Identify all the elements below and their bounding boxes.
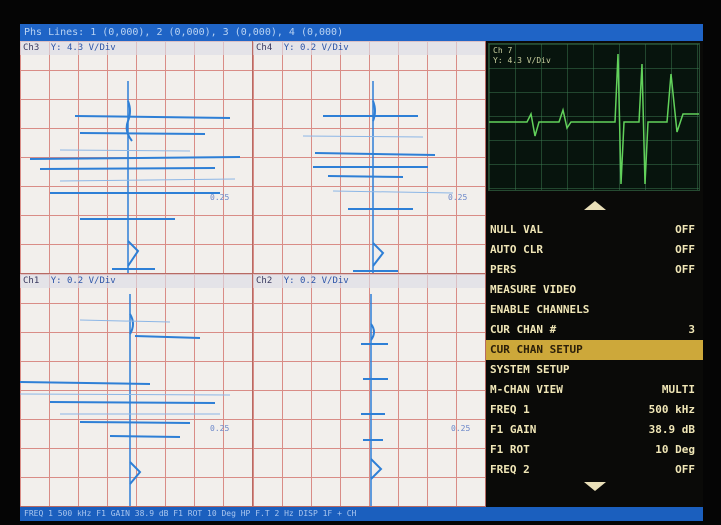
status-bar: FREQ 1 500 kHz F1 GAIN 38.9 dB F1 ROT 10… xyxy=(20,507,703,521)
menu-item-value: 38.9 dB xyxy=(648,423,695,436)
scale-label: Y: 0.2 V/Div xyxy=(283,43,349,53)
scroll-down-icon[interactable] xyxy=(583,482,606,491)
impedance-plot-ch1[interactable]: Ch1 Y: 0.2 V/Div 0.25 xyxy=(20,274,253,507)
strip-chart-trace xyxy=(489,53,699,185)
menu-item[interactable]: NULL VAL OFF xyxy=(486,220,703,240)
menu-item-value: MULTI xyxy=(661,383,695,396)
scroll-up-icon[interactable] xyxy=(583,201,606,210)
quadrant-header: Ch2 Y: 0.2 V/Div xyxy=(253,274,485,288)
menu-item[interactable]: CUR CHAN # 3 xyxy=(486,320,703,340)
impedance-trace-ch1 xyxy=(20,294,231,506)
impedance-plot-ch3[interactable]: Ch3 Y: 4.3 V/Div 0.25 xyxy=(20,41,253,274)
menu-item-value: OFF xyxy=(675,463,695,476)
menu-item-label: FREQ 2 xyxy=(490,463,530,476)
scope-label: Ch 7 Y: 4.3 V/Div xyxy=(493,46,551,66)
axis-label: 0.25 xyxy=(210,424,230,433)
channel-label: Ch3 xyxy=(23,43,40,53)
strip-chart-view[interactable]: Ch 7 Y: 4.3 V/Div xyxy=(488,43,700,191)
menu-item-value: OFF xyxy=(675,263,695,276)
scale-label: Y: 4.3 V/Div xyxy=(50,43,116,53)
menu-item[interactable]: CUR CHAN SETUP xyxy=(486,340,703,360)
impedance-plot-ch4[interactable]: Ch4 Y: 0.2 V/Div 0.25 xyxy=(253,41,486,274)
menu-item[interactable]: FREQ 1 500 kHz xyxy=(486,400,703,420)
menu-item[interactable]: F1 ROT 10 Deg xyxy=(486,440,703,460)
menu-item[interactable]: ENABLE CHANNELS xyxy=(486,300,703,320)
menu-item[interactable]: MEASURE VIDEO xyxy=(486,280,703,300)
right-panel: Ch 7 Y: 4.3 V/Div NULL VAL OFF AUTO CLR OFF… xyxy=(486,41,703,507)
menu-item-label: NULL VAL xyxy=(490,223,543,236)
menu-item[interactable]: FREQ 2 OFF xyxy=(486,460,703,480)
impedance-trace-ch4 xyxy=(302,81,454,273)
menu-items: NULL VAL OFF AUTO CLR OFF PERS OFF MEASURE VID… xyxy=(486,220,703,480)
menu-item-label: SYSTEM SETUP xyxy=(490,363,570,376)
scope-channel: Ch 7 xyxy=(493,46,513,55)
channel-label: Ch1 xyxy=(23,276,40,286)
menu-item-label: F1 ROT xyxy=(490,443,530,456)
menu-item[interactable]: AUTO CLR OFF xyxy=(486,240,703,260)
menu-item-label: FREQ 1 xyxy=(490,403,530,416)
axis-label: 0.25 xyxy=(448,193,468,202)
menu-item-label: CUR CHAN SETUP xyxy=(490,343,583,356)
settings-menu: NULL VAL OFF AUTO CLR OFF PERS OFF MEASURE VID… xyxy=(486,201,703,491)
menu-item-label: F1 GAIN xyxy=(490,423,537,436)
menu-item[interactable]: M-CHAN VIEW MULTI xyxy=(486,380,703,400)
impedance-trace-ch3 xyxy=(29,81,241,273)
channel-label: Ch2 xyxy=(256,276,273,286)
axis-label: 0.25 xyxy=(210,193,230,202)
impedance-plot-ch2[interactable]: Ch2 Y: 0.2 V/Div 0.25 xyxy=(253,274,486,507)
menu-item-label: MEASURE VIDEO xyxy=(490,283,577,296)
menu-item-value: OFF xyxy=(675,223,695,236)
channel-label: Ch4 xyxy=(256,43,273,53)
menu-item-label: CUR CHAN # xyxy=(490,323,557,336)
impedance-plane-area: Ch3 Y: 4.3 V/Div 0.25 xyxy=(20,41,486,507)
scale-label: Y: 0.2 V/Div xyxy=(283,276,349,286)
menu-item[interactable]: PERS OFF xyxy=(486,260,703,280)
quadrant-header: Ch1 Y: 0.2 V/Div xyxy=(20,274,252,288)
impedance-trace-ch2 xyxy=(361,294,388,506)
menu-item-value: 10 Deg xyxy=(655,443,695,456)
phase-lines-bar: Phs Lines: 1 (0,000), 2 (0,000), 3 (0,00… xyxy=(20,24,703,41)
menu-item-value: 500 kHz xyxy=(648,403,695,416)
axis-label: 0.25 xyxy=(451,424,471,433)
scale-label: Y: 0.2 V/Div xyxy=(50,276,116,286)
menu-item-label: PERS xyxy=(490,263,517,276)
instrument-screen: Phs Lines: 1 (0,000), 2 (0,000), 3 (0,00… xyxy=(20,24,703,521)
menu-item-value: 3 xyxy=(688,323,695,336)
scope-scale: Y: 4.3 V/Div xyxy=(493,56,551,65)
menu-item-label: ENABLE CHANNELS xyxy=(490,303,590,316)
menu-item[interactable]: SYSTEM SETUP xyxy=(486,360,703,380)
menu-item[interactable]: F1 GAIN 38.9 dB xyxy=(486,420,703,440)
quadrant-header: Ch3 Y: 4.3 V/Div xyxy=(20,41,252,55)
menu-item-label: AUTO CLR xyxy=(490,243,543,256)
menu-item-value: OFF xyxy=(675,243,695,256)
quadrant-header: Ch4 Y: 0.2 V/Div xyxy=(253,41,485,55)
menu-item-label: M-CHAN VIEW xyxy=(490,383,563,396)
